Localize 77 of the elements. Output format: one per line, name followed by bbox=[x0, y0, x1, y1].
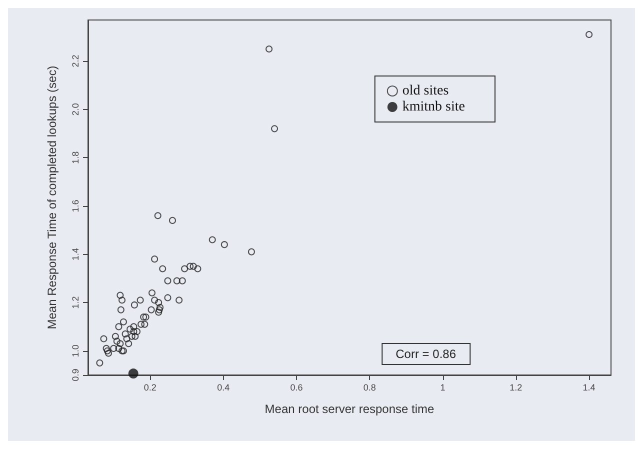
x-tick-label: 0.8 bbox=[363, 382, 376, 392]
point bbox=[164, 277, 172, 284]
point bbox=[138, 320, 145, 328]
point bbox=[140, 314, 148, 321]
y-tick-label: 1.4 bbox=[70, 248, 80, 261]
point bbox=[178, 277, 186, 284]
point bbox=[155, 299, 162, 306]
point bbox=[148, 306, 155, 314]
point bbox=[173, 277, 180, 284]
y-tick-label: 2.0 bbox=[70, 103, 80, 116]
x-tick-label: 1 bbox=[440, 382, 446, 392]
legend-label: kmitnb site bbox=[402, 100, 466, 114]
point bbox=[115, 344, 122, 352]
point bbox=[116, 340, 124, 348]
y-tick-label: 2.2 bbox=[70, 54, 80, 68]
point bbox=[122, 330, 129, 338]
y-tick-label: 1.8 bbox=[70, 151, 80, 164]
x-tick-label: 1.2 bbox=[510, 382, 522, 392]
annotation: Corr = 0.86 bbox=[396, 347, 456, 361]
point bbox=[128, 368, 138, 379]
point bbox=[104, 347, 111, 354]
point bbox=[164, 294, 172, 302]
point bbox=[117, 306, 124, 314]
x-tick-label: 0.4 bbox=[217, 382, 230, 392]
point bbox=[123, 335, 130, 342]
point bbox=[248, 248, 255, 256]
y-axis-title: Mean Response Time of completed lookups (sec) bbox=[45, 66, 59, 330]
y-tick-label: 1.6 bbox=[70, 200, 80, 212]
point bbox=[100, 335, 108, 342]
point bbox=[154, 212, 162, 220]
point bbox=[115, 323, 122, 330]
y-tick-label: 1.0 bbox=[70, 344, 80, 358]
point bbox=[159, 265, 166, 272]
x-tick-label: 0.2 bbox=[144, 382, 156, 392]
point bbox=[110, 344, 118, 352]
point bbox=[130, 301, 138, 308]
point bbox=[190, 262, 197, 270]
point bbox=[156, 304, 164, 311]
point bbox=[220, 241, 228, 248]
legend-label: old sites bbox=[402, 84, 449, 98]
point bbox=[130, 328, 138, 336]
point bbox=[176, 296, 183, 304]
x-axis-title: Mean root server response time bbox=[264, 402, 435, 416]
point bbox=[155, 308, 162, 316]
x-tick-label: 0.6 bbox=[290, 382, 303, 392]
point bbox=[96, 359, 104, 366]
point bbox=[104, 350, 112, 357]
point bbox=[126, 326, 134, 333]
point bbox=[156, 306, 163, 314]
point bbox=[271, 125, 278, 132]
point bbox=[125, 340, 132, 348]
point bbox=[136, 296, 144, 304]
y-tick-label: 0.9 bbox=[70, 368, 80, 382]
point bbox=[113, 338, 120, 345]
point bbox=[116, 292, 124, 299]
point bbox=[132, 332, 139, 340]
point bbox=[181, 265, 188, 272]
point bbox=[130, 323, 138, 330]
y-tick-label: 1.2 bbox=[70, 296, 80, 309]
point bbox=[148, 289, 156, 296]
point bbox=[194, 265, 202, 272]
point bbox=[266, 45, 273, 52]
point bbox=[128, 332, 136, 340]
point bbox=[118, 296, 126, 304]
x-tick-label: 1.4 bbox=[582, 382, 596, 392]
point bbox=[168, 216, 176, 224]
point bbox=[102, 344, 110, 352]
point bbox=[151, 296, 158, 304]
point bbox=[142, 314, 150, 321]
point bbox=[586, 30, 593, 38]
point bbox=[112, 332, 119, 340]
point bbox=[134, 328, 141, 336]
point bbox=[208, 236, 216, 244]
point bbox=[141, 320, 148, 328]
point bbox=[151, 256, 158, 263]
point bbox=[186, 262, 194, 270]
point bbox=[120, 318, 127, 326]
